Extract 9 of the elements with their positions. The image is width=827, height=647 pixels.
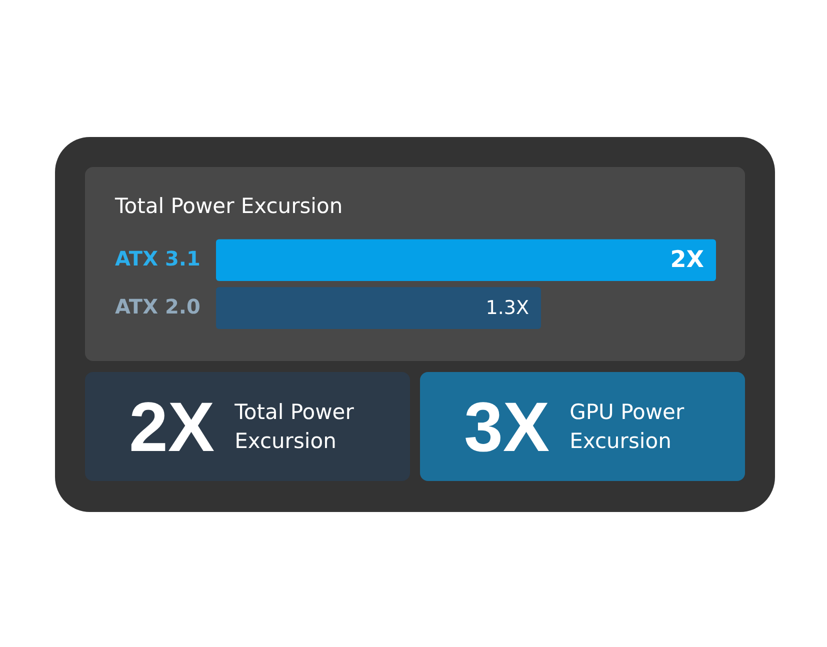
y-tick-label: ATX 3.1: [115, 246, 200, 270]
y-tick-label: ATX 2.0: [115, 294, 200, 318]
data-label: 2X: [670, 247, 704, 274]
text: GPU Power Excursion: [570, 398, 686, 454]
data-label: 1.3X: [486, 296, 529, 319]
text: 3X: [464, 388, 550, 466]
text: 2X: [129, 388, 215, 466]
chart-title: Total Power Excursion: [114, 194, 343, 218]
text: Total Power Excursion: [234, 398, 355, 454]
